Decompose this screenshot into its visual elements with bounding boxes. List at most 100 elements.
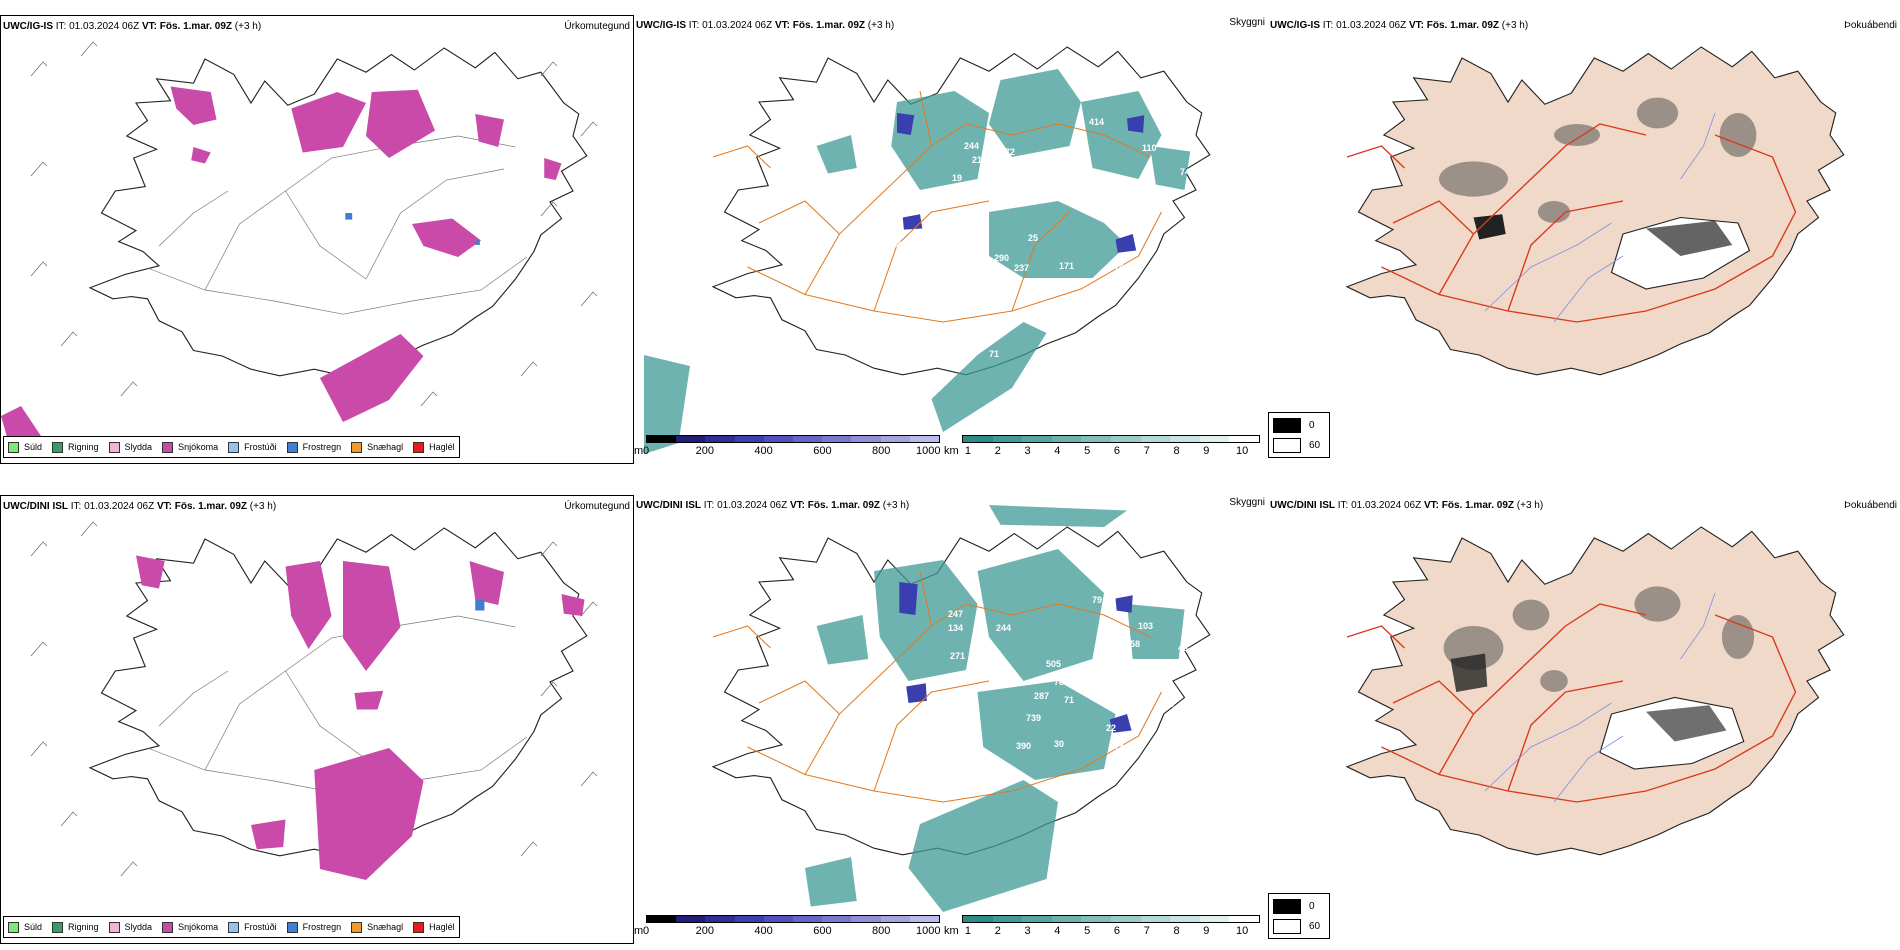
precip-panel-row1: UWC/IG-IS IT: 01.03.2024 06Z VT: Fös. 1.… [0,15,634,464]
legend-label: Slydda [124,922,153,932]
legend-swatch [162,921,174,933]
it-label: IT: [1337,500,1349,511]
legend-label: 60 [1309,440,1321,451]
it-value: 01.03.2024 06Z [1336,20,1407,31]
colorbar-unit: m [634,925,644,937]
ceiling-value: 272 [1000,147,1015,157]
colorbar-tick: 3 [1024,925,1031,937]
precip-legend: Súld Rigning Slydda Snjókoma Frostúði Fr… [3,436,460,458]
snow-areas [136,555,585,880]
colorbar-tick: 400 [754,445,773,457]
legend-item: Rigning [52,921,99,933]
ceiling-value: 139 [968,669,983,679]
ceiling-value: 38 [1164,699,1174,709]
ceiling-value: 287 [1034,691,1049,701]
fog-panel-row1: UWC/IG-IS IT: 01.03.2024 06Z VT: Fös. 1.… [1268,15,1900,464]
colorbar-tick: 1 [964,925,972,937]
it-label: IT: [1322,20,1334,31]
fog-index-dark [1439,97,1757,223]
ceiling-value: 22 [1106,723,1116,733]
ceiling-value: 110 [1142,143,1157,153]
legend-item: Frostúði [228,921,277,933]
colorbar-tick: 600 [813,445,832,457]
wind-barbs [30,41,598,407]
ceiling-value: 576 [989,167,1004,177]
legend-label: 0 [1309,420,1315,431]
legend-item: Snæhagl [351,441,403,453]
ceiling-value: 151 [1114,263,1129,273]
lead-time: (+3 h) [234,21,262,32]
colorbar-ticks: 1 2 3 4 5 6 7 8 9 10 [962,445,1260,459]
panel-title: Úrkomutegund [564,21,630,32]
colorbar-ticks: 0 200 400 600 800 1000 [643,925,941,939]
legend-label: Haglél [429,922,455,932]
fog-panel-row2: UWC/DINI ISL IT: 01.03.2024 06Z VT: Fös.… [1268,495,1900,944]
it-label: IT: [688,20,700,31]
it-value: 01.03.2024 06Z [84,501,155,512]
lead-time: (+3 h) [867,20,895,31]
precip-map [30,521,598,880]
ceiling-value: 787 [1054,677,1069,687]
ceiling-value: 71 [1064,695,1074,705]
precip-legend: Súld Rigning Slydda Snjókoma Frostúði Fr… [3,916,460,938]
vt-value: Fös. 1.mar. 09Z [1441,500,1515,511]
legend-label: Snjókoma [178,442,219,452]
legend-label: Súld [24,922,43,932]
colorbar-bar [962,435,1260,443]
legend-swatch [286,441,298,453]
model-name: UWC/DINI ISL [1270,500,1335,511]
legend-swatch [286,921,298,933]
legend-item: Súld [8,921,43,933]
wind-barbs [30,521,598,877]
legend-item: 60 [1273,919,1320,934]
colorbar-tick: 9 [1203,445,1210,457]
ceiling-value: 244 [964,141,979,151]
vt-label: VT: [156,501,172,512]
vt-value: Fös. 1.mar. 09Z [792,20,866,31]
low-ceiling-areas [899,582,1133,733]
legend-swatch [1273,899,1301,914]
colorbar-bar [646,915,940,923]
low-visibility-areas [644,69,1191,454]
ceiling-value: 25 [1028,233,1038,243]
ceiling-value: 247 [948,609,963,619]
colorbar-unit: m [634,445,644,457]
legend-item: Slydda [108,441,152,453]
ceiling-value: 505 [1046,659,1061,669]
legend-item: Haglél [413,921,455,933]
legend-label: Frostúði [244,922,277,932]
colorbar-tick: 5 [1084,925,1091,937]
colorbar-tick: 6 [1113,925,1121,937]
legend-label: 0 [1309,901,1315,912]
it-value: 01.03.2024 06Z [1351,500,1422,511]
ceiling-value: 166 [952,235,967,245]
vt-value: Fös. 1.mar. 09Z [807,500,881,511]
vt-value: Fös. 1.mar. 09Z [159,21,233,32]
ceiling-labels: 244 212 272 576 19 438 468 414 110 74 28… [896,117,1190,359]
legend-item: 0 [1273,418,1315,433]
legend-swatch [228,441,240,453]
panel-title: Úrkomutegund [564,501,630,512]
it-label: IT: [70,501,82,512]
fog-legend-row1: 0 60 [1268,412,1330,458]
legend-item: Snjókoma [162,441,219,453]
ceiling-value: 290 [994,253,1009,263]
model-name: UWC/IG-IS [636,20,686,31]
legend-swatch [228,921,240,933]
colorbar-unit: km [944,925,959,937]
road-network [712,90,1162,323]
legend-item: 60 [1273,438,1320,453]
ceiling-value: 71 [989,349,999,359]
visibility-panel-row2: 247 134 244 271 111 418 139 505 783 787 … [634,495,1268,944]
colorbar-tick: 2 [994,445,1001,457]
precip-map [1,41,598,451]
legend-label: Frostregn [302,922,342,932]
ceiling-value: 418 [990,663,1005,673]
panel-header: UWC/IG-IS IT: 01.03.2024 06Z VT: Fös. 1.… [1270,20,1528,31]
lead-time: (+3 h) [249,501,277,512]
model-name: UWC/DINI ISL [3,501,68,512]
ceiling-value: 58 [1130,639,1140,649]
colorbar-tick: 2 [994,925,1001,937]
legend-swatch [351,441,363,453]
colorbar-ticks: 1 2 3 4 5 6 7 8 9 10 [962,925,1260,939]
